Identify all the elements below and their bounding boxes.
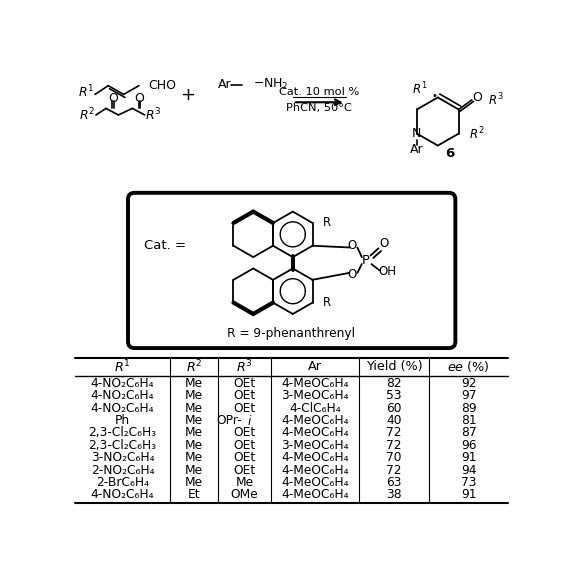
Text: Ar: Ar bbox=[308, 360, 321, 373]
Text: 91: 91 bbox=[461, 451, 476, 464]
Text: 4-MeOC₆H₄: 4-MeOC₆H₄ bbox=[281, 377, 349, 390]
Text: 96: 96 bbox=[461, 439, 476, 452]
Text: 81: 81 bbox=[461, 414, 476, 427]
Text: 4-MeOC₆H₄: 4-MeOC₆H₄ bbox=[281, 451, 349, 464]
Text: Me: Me bbox=[185, 402, 203, 415]
Text: Me: Me bbox=[185, 414, 203, 427]
Text: Ph: Ph bbox=[115, 414, 130, 427]
Text: 38: 38 bbox=[386, 488, 401, 501]
Text: $R^2$: $R^2$ bbox=[185, 358, 202, 375]
Text: OEt: OEt bbox=[234, 451, 256, 464]
Text: 63: 63 bbox=[386, 476, 401, 489]
Text: 4-MeOC₆H₄: 4-MeOC₆H₄ bbox=[281, 476, 349, 489]
Text: OEt: OEt bbox=[234, 402, 256, 415]
Text: $R^3$: $R^3$ bbox=[488, 91, 504, 108]
Text: Me: Me bbox=[185, 476, 203, 489]
Text: 87: 87 bbox=[461, 427, 476, 440]
Text: Et: Et bbox=[188, 488, 200, 501]
Text: 70: 70 bbox=[386, 451, 401, 464]
Text: $R^3$: $R^3$ bbox=[145, 107, 162, 123]
Text: 72: 72 bbox=[386, 439, 401, 452]
Text: OPr-: OPr- bbox=[217, 414, 242, 427]
Text: $\mathit{ee}$ (%): $\mathit{ee}$ (%) bbox=[447, 359, 490, 374]
Text: O: O bbox=[347, 239, 356, 252]
Text: 73: 73 bbox=[461, 476, 476, 489]
Text: 94: 94 bbox=[461, 463, 476, 477]
Text: 4-MeOC₆H₄: 4-MeOC₆H₄ bbox=[281, 463, 349, 477]
Text: OEt: OEt bbox=[234, 439, 256, 452]
Text: $R^2$: $R^2$ bbox=[79, 107, 96, 123]
Text: Cat. =: Cat. = bbox=[145, 239, 187, 252]
Text: O: O bbox=[472, 91, 482, 104]
Text: 4-MeOC₆H₄: 4-MeOC₆H₄ bbox=[281, 488, 349, 501]
Text: 60: 60 bbox=[386, 402, 401, 415]
Text: 4-NO₂C₆H₄: 4-NO₂C₆H₄ bbox=[91, 488, 154, 501]
Text: 4-NO₂C₆H₄: 4-NO₂C₆H₄ bbox=[91, 377, 154, 390]
Text: $R^3$: $R^3$ bbox=[236, 358, 253, 375]
Text: 4-NO₂C₆H₄: 4-NO₂C₆H₄ bbox=[91, 402, 154, 415]
Text: N: N bbox=[412, 127, 421, 140]
Text: Me: Me bbox=[185, 439, 203, 452]
Text: 2-NO₂C₆H₄: 2-NO₂C₆H₄ bbox=[91, 463, 154, 477]
Text: 92: 92 bbox=[461, 377, 476, 390]
Text: 3-NO₂C₆H₄: 3-NO₂C₆H₄ bbox=[91, 451, 154, 464]
Text: Ar: Ar bbox=[410, 143, 424, 156]
Text: 2-BrC₆H₄: 2-BrC₆H₄ bbox=[96, 476, 149, 489]
Text: Me: Me bbox=[185, 377, 203, 390]
Text: OEt: OEt bbox=[234, 377, 256, 390]
Text: 3-MeOC₆H₄: 3-MeOC₆H₄ bbox=[281, 390, 349, 403]
Text: 4-ClC₆H₄: 4-ClC₆H₄ bbox=[289, 402, 341, 415]
Text: $R^1$: $R^1$ bbox=[78, 84, 94, 101]
Text: OH: OH bbox=[378, 265, 396, 278]
Text: 89: 89 bbox=[461, 402, 476, 415]
Text: Me: Me bbox=[185, 427, 203, 440]
Text: 6: 6 bbox=[446, 147, 455, 160]
Text: 82: 82 bbox=[386, 377, 401, 390]
Text: Cat. 10 mol %: Cat. 10 mol % bbox=[279, 87, 359, 97]
Text: PhCN, 50°C: PhCN, 50°C bbox=[286, 103, 352, 114]
Text: CHO: CHO bbox=[148, 79, 176, 91]
Text: 2,3-Cl₂C₆H₃: 2,3-Cl₂C₆H₃ bbox=[88, 439, 156, 452]
Text: OEt: OEt bbox=[234, 390, 256, 403]
Text: OMe: OMe bbox=[231, 488, 259, 501]
Text: $-$NH$_2$: $-$NH$_2$ bbox=[253, 77, 289, 93]
Text: Me: Me bbox=[185, 451, 203, 464]
Text: O: O bbox=[379, 237, 389, 250]
Text: OEt: OEt bbox=[234, 427, 256, 440]
Text: $R^2$: $R^2$ bbox=[469, 126, 485, 143]
Text: OEt: OEt bbox=[234, 463, 256, 477]
Text: •: • bbox=[432, 91, 438, 101]
Text: 72: 72 bbox=[386, 427, 401, 440]
Text: P: P bbox=[362, 254, 370, 267]
Text: O: O bbox=[347, 268, 356, 281]
Text: $\mathit{i}$: $\mathit{i}$ bbox=[247, 414, 252, 428]
Text: 2,3-Cl₂C₆H₃: 2,3-Cl₂C₆H₃ bbox=[88, 427, 156, 440]
Text: R: R bbox=[323, 216, 331, 229]
Text: 4-NO₂C₆H₄: 4-NO₂C₆H₄ bbox=[91, 390, 154, 403]
Text: R: R bbox=[323, 296, 331, 309]
Text: Me: Me bbox=[185, 463, 203, 477]
Text: $R^1$: $R^1$ bbox=[114, 358, 131, 375]
Text: 3-MeOC₆H₄: 3-MeOC₆H₄ bbox=[281, 439, 349, 452]
Text: +: + bbox=[180, 86, 195, 105]
Text: 40: 40 bbox=[386, 414, 401, 427]
Text: 72: 72 bbox=[386, 463, 401, 477]
Text: 97: 97 bbox=[461, 390, 476, 403]
Text: Yield (%): Yield (%) bbox=[366, 360, 422, 373]
Text: O: O bbox=[134, 92, 145, 105]
Text: Me: Me bbox=[235, 476, 253, 489]
Text: R = 9-phenanthrenyl: R = 9-phenanthrenyl bbox=[227, 327, 354, 340]
Text: 4-MeOC₆H₄: 4-MeOC₆H₄ bbox=[281, 427, 349, 440]
Text: Ar: Ar bbox=[218, 78, 231, 91]
Text: 91: 91 bbox=[461, 488, 476, 501]
FancyBboxPatch shape bbox=[128, 193, 455, 348]
Text: 4-MeOC₆H₄: 4-MeOC₆H₄ bbox=[281, 414, 349, 427]
Text: O: O bbox=[108, 92, 118, 105]
Text: 53: 53 bbox=[386, 390, 401, 403]
Text: Me: Me bbox=[185, 390, 203, 403]
Text: $R^1$: $R^1$ bbox=[412, 81, 427, 97]
